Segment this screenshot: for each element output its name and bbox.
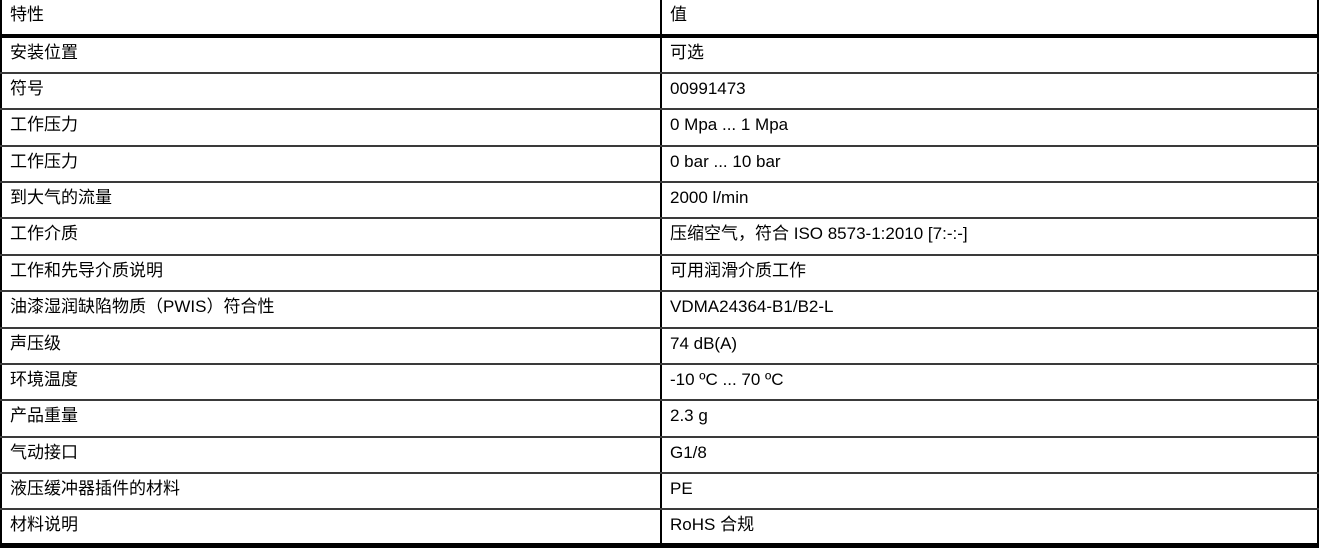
table-row: 声压级 74 dB(A) (0, 327, 1319, 365)
row-property-cell: 环境温度 (0, 363, 661, 402)
row-property-label: 工作和先导介质说明 (10, 260, 163, 280)
table-row: 工作压力 0 bar ... 10 bar (0, 145, 1319, 183)
row-value-label: VDMA24364-B1/B2-L (670, 297, 834, 317)
row-property-label: 声压级 (10, 333, 61, 353)
row-property-cell: 气动接口 (0, 436, 661, 475)
table-body: 安装位置 可选 符号 00991473 工作压力 0 Mpa . (0, 36, 1319, 549)
table-row: 环境温度 -10 ºC ... 70 ºC (0, 363, 1319, 402)
row-property-cell: 产品重量 (0, 400, 661, 438)
column-header-value: 值 (660, 0, 1319, 39)
table-row: 气动接口 G1/8 (0, 436, 1319, 475)
row-value-cell: 可用润滑介质工作 (660, 254, 1319, 293)
column-header-property-label: 特性 (10, 5, 44, 24)
row-property-label: 工作压力 (10, 115, 78, 135)
table-row: 油漆湿润缺陷物质（PWIS）符合性 VDMA24364-B1/B2-L (0, 291, 1319, 329)
row-value-label: PE (670, 479, 693, 499)
row-value-cell: PE (660, 473, 1319, 511)
table-row: 工作压力 0 Mpa ... 1 Mpa (0, 109, 1319, 147)
row-value-label: 2000 l/min (670, 187, 749, 207)
table-header: 特性 值 (0, 0, 1319, 39)
row-property-label: 工作压力 (10, 151, 78, 171)
row-property-cell: 声压级 (0, 327, 661, 365)
row-property-label: 材料说明 (10, 515, 78, 535)
row-value-cell: RoHS 合规 (660, 509, 1319, 549)
table-row: 产品重量 2.3 g (0, 400, 1319, 438)
row-value-cell: -10 ºC ... 70 ºC (660, 363, 1319, 402)
row-property-cell: 安装位置 (0, 36, 661, 74)
row-property-cell: 油漆湿润缺陷物质（PWIS）符合性 (0, 291, 661, 329)
row-property-label: 气动接口 (10, 442, 78, 462)
row-value-cell: 2.3 g (660, 400, 1319, 438)
table-row: 工作和先导介质说明 可用润滑介质工作 (0, 254, 1319, 293)
row-property-label: 环境温度 (10, 369, 78, 389)
row-property-label: 安装位置 (10, 43, 78, 63)
table-row: 材料说明 RoHS 合规 (0, 509, 1319, 549)
row-property-cell: 到大气的流量 (0, 181, 661, 220)
row-value-label: G1/8 (670, 442, 707, 462)
table-row: 液压缓冲器插件的材料 PE (0, 473, 1319, 511)
row-value-label: -10 ºC ... 70 ºC (670, 369, 784, 389)
column-header-value-label: 值 (670, 5, 687, 24)
row-property-cell: 符号 (0, 72, 661, 111)
table-row: 安装位置 可选 (0, 36, 1319, 74)
table-row: 工作介质 压缩空气，符合 ISO 8573-1:2010 [7:-:-] (0, 218, 1319, 256)
row-value-label: 74 dB(A) (670, 333, 738, 353)
row-property-cell: 液压缓冲器插件的材料 (0, 473, 661, 511)
row-property-label: 产品重量 (10, 406, 78, 426)
row-value-label: 2.3 g (670, 406, 708, 426)
row-property-label: 工作介质 (10, 224, 78, 244)
row-value-cell: G1/8 (660, 436, 1319, 475)
table-header-row: 特性 值 (0, 0, 1319, 39)
row-value-label: 压缩空气，符合 ISO 8573-1:2010 [7:-:-] (670, 224, 968, 244)
column-header-property: 特性 (0, 0, 661, 39)
row-property-label: 液压缓冲器插件的材料 (10, 479, 180, 499)
row-property-cell: 工作介质 (0, 218, 661, 256)
row-value-cell: 压缩空气，符合 ISO 8573-1:2010 [7:-:-] (660, 218, 1319, 256)
table-row: 符号 00991473 (0, 72, 1319, 111)
row-property-cell: 工作压力 (0, 145, 661, 183)
row-value-cell: 可选 (660, 36, 1319, 74)
row-value-cell: 0 Mpa ... 1 Mpa (660, 109, 1319, 147)
row-property-cell: 工作和先导介质说明 (0, 254, 661, 293)
row-value-label: 可用润滑介质工作 (670, 260, 806, 280)
row-value-cell: 00991473 (660, 72, 1319, 111)
row-value-label: 可选 (670, 43, 704, 63)
row-value-cell: 2000 l/min (660, 181, 1319, 220)
row-property-label: 符号 (10, 78, 44, 98)
row-value-label: 0 bar ... 10 bar (670, 151, 781, 171)
row-property-label: 油漆湿润缺陷物质（PWIS）符合性 (10, 297, 275, 317)
row-property-label: 到大气的流量 (10, 187, 112, 207)
table-row: 到大气的流量 2000 l/min (0, 181, 1319, 220)
row-value-cell: 0 bar ... 10 bar (660, 145, 1319, 183)
row-value-cell: VDMA24364-B1/B2-L (660, 291, 1319, 329)
row-value-label: RoHS 合规 (670, 515, 755, 535)
row-value-label: 00991473 (670, 78, 746, 98)
row-property-cell: 工作压力 (0, 109, 661, 147)
row-property-cell: 材料说明 (0, 509, 661, 549)
row-value-label: 0 Mpa ... 1 Mpa (670, 115, 789, 135)
row-value-cell: 74 dB(A) (660, 327, 1319, 365)
